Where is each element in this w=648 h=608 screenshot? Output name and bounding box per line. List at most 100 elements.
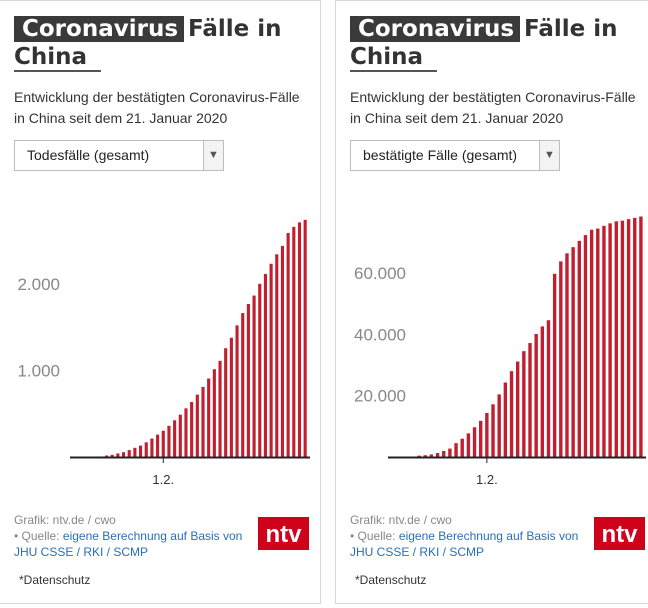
bar-22.1. <box>104 455 109 457</box>
bar-5.2. <box>509 371 514 457</box>
bar-19.2. <box>263 273 267 457</box>
bar-13.2. <box>229 337 233 457</box>
bar-11.2. <box>546 320 551 457</box>
title-rest: Fälle in <box>188 16 282 42</box>
bar-17.2. <box>252 295 256 457</box>
bar-25.2. <box>633 217 637 457</box>
footer-grafik: Grafik: ntv.de / cwo <box>350 513 452 527</box>
bar-28.1. <box>139 445 143 457</box>
bar-22.2. <box>280 245 285 457</box>
bar-26.1. <box>448 448 452 457</box>
bar-27.1. <box>454 443 458 457</box>
bar-16.2. <box>577 240 581 457</box>
bar-30.1. <box>472 427 477 457</box>
bar-30.1. <box>150 438 154 457</box>
bar-23.1. <box>110 454 114 457</box>
subtitle: Entwicklung der bestätigten Coronavirus-… <box>350 89 636 126</box>
footer-quelle-prefix: • Quelle: <box>14 529 63 543</box>
bar-21.2. <box>275 254 279 457</box>
panel-title: Coronavirus Fälle in China <box>350 15 648 72</box>
metric-select-value: Todesfälle (gesamt) <box>27 147 150 163</box>
bar-25.1. <box>442 450 446 457</box>
bar-21.1. <box>417 455 421 457</box>
bar-26.2. <box>639 216 643 457</box>
cases-bar-chart: 20.000 40.000 60.000 1.2. <box>354 216 646 487</box>
bar-15.2. <box>571 247 575 457</box>
bar-12.2. <box>552 273 557 457</box>
bar-21.2. <box>608 223 612 457</box>
metric-select[interactable]: Todesfälle (gesamt) ▼ <box>14 140 224 171</box>
bar-1.2. <box>485 412 489 457</box>
bar-26.2. <box>303 219 307 457</box>
ntv-logo-icon: ntv <box>602 521 639 548</box>
ntv-logo: ntv <box>258 517 309 550</box>
bar-24.1. <box>435 453 440 457</box>
bar-1.2. <box>161 430 165 457</box>
bar-22.2. <box>614 221 618 457</box>
metric-select[interactable]: bestätigte Fälle (gesamt) ▼ <box>350 140 560 171</box>
y-tick-label: 60.000 <box>354 264 406 283</box>
bar-6.2. <box>515 361 520 457</box>
bar-12.2. <box>224 348 228 457</box>
bar-3.2. <box>497 394 501 457</box>
bar-4.2. <box>503 382 508 457</box>
bar-22.1. <box>423 455 427 457</box>
panel-title: Coronavirus Fälle in China <box>14 15 314 72</box>
bar-14.2. <box>235 325 239 457</box>
footer-quelle-prefix: • Quelle: <box>350 529 399 543</box>
deaths-bar-chart: 1.000 2.000 1.2. <box>17 219 310 487</box>
bar-18.2. <box>589 229 594 457</box>
bar-26.1. <box>127 450 131 457</box>
bar-27.1. <box>133 447 137 457</box>
bar-2.2. <box>167 425 171 457</box>
chevron-down-icon[interactable]: ▼ <box>539 141 559 170</box>
footer-source: Grafik: ntv.de / cwo • Quelle: eigene Be… <box>14 512 254 560</box>
bar-9.2. <box>207 378 211 457</box>
bar-23.2. <box>286 232 290 457</box>
ntv-logo-icon: ntv <box>266 521 303 548</box>
bar-16.2. <box>246 304 250 457</box>
metric-select-value: bestätigte Fälle (gesamt) <box>363 147 518 163</box>
x-tick-label: 1.2. <box>152 472 174 487</box>
chevron-down-icon[interactable]: ▼ <box>203 141 223 170</box>
bar-28.1. <box>460 438 464 457</box>
bar-2.2. <box>491 404 495 457</box>
chart-panel-cases: Coronavirus Fälle in China Entwicklung de… <box>335 0 648 604</box>
datenschutz-link[interactable]: *Datenschutz <box>19 573 91 587</box>
subtitle: Entwicklung der bestätigten Coronavirus-… <box>14 89 300 126</box>
title-line2: China <box>350 44 438 72</box>
bar-15.2. <box>241 313 245 457</box>
bar-10.2. <box>540 326 545 457</box>
bar-23.2. <box>620 220 625 457</box>
y-tick-label: 1.000 <box>17 362 60 381</box>
source-link[interactable]: eigene Berechnung auf Basis von JHU CSSE… <box>14 529 243 559</box>
bar-8.2. <box>528 343 532 457</box>
bar-24.2. <box>626 219 631 457</box>
source-link[interactable]: eigene Berechnung auf Basis von JHU CSSE… <box>350 529 579 559</box>
bar-19.2. <box>596 228 600 457</box>
bar-8.2. <box>201 386 205 457</box>
footer-source: Grafik: ntv.de / cwo • Quelle: eigene Be… <box>350 512 590 560</box>
bar-7.2. <box>522 351 526 457</box>
bar-10.2. <box>212 369 216 457</box>
y-tick-label: 40.000 <box>354 325 406 344</box>
bar-11.2. <box>218 360 222 457</box>
title-line2: China <box>14 44 102 72</box>
bar-3.2. <box>173 420 177 457</box>
bar-29.1. <box>466 433 471 457</box>
bar-31.1. <box>156 434 160 457</box>
datenschutz-link[interactable]: *Datenschutz <box>355 573 427 587</box>
bar-14.2. <box>565 253 569 457</box>
bar-25.2. <box>297 222 302 457</box>
chart-panel-deaths: Coronavirus Fälle in China Entwicklung de… <box>0 0 321 604</box>
bar-24.1. <box>116 453 120 457</box>
bar-6.2. <box>190 402 194 457</box>
ntv-logo: ntv <box>594 517 645 550</box>
title-highlight: Coronavirus <box>14 16 185 42</box>
bar-29.1. <box>144 442 148 457</box>
bar-13.2. <box>559 261 563 457</box>
y-tick-label: 2.000 <box>17 275 60 294</box>
y-tick-label: 20.000 <box>354 387 406 406</box>
x-tick-label: 1.2. <box>476 472 498 487</box>
bar-5.2. <box>184 408 188 457</box>
